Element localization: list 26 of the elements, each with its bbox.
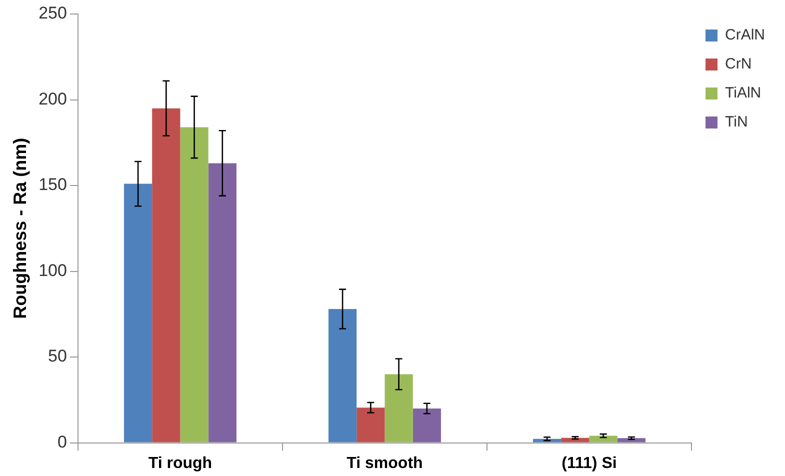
x-tick-label: Ti smooth (346, 454, 423, 472)
bar (384, 374, 413, 442)
y-tick-label: 100 (38, 260, 67, 280)
x-tick-label: Ti rough (148, 454, 212, 472)
bar (124, 184, 152, 442)
legend-label: CrN (725, 56, 752, 73)
legend-label: TiAlN (725, 84, 762, 102)
bar (208, 163, 236, 442)
bar (561, 438, 590, 442)
bar (180, 127, 208, 442)
legend-label: TiN (725, 114, 748, 131)
y-tick-label: 0 (57, 432, 67, 452)
y-axis-title: Roughness - Ra (nm) (10, 138, 30, 319)
bar (533, 438, 562, 442)
y-tick-label: 50 (48, 346, 67, 366)
bar (328, 309, 357, 442)
bar (412, 408, 441, 442)
bar (152, 108, 180, 442)
legend-label: CrAlN (725, 26, 765, 44)
bar (356, 408, 385, 442)
bar (589, 436, 618, 442)
y-tick-label: 150 (38, 175, 67, 194)
x-tick-label: (111) Si (562, 454, 617, 472)
bar (617, 438, 646, 442)
y-tick-label: 200 (38, 89, 67, 108)
y-tick-label: 250 (38, 4, 67, 23)
